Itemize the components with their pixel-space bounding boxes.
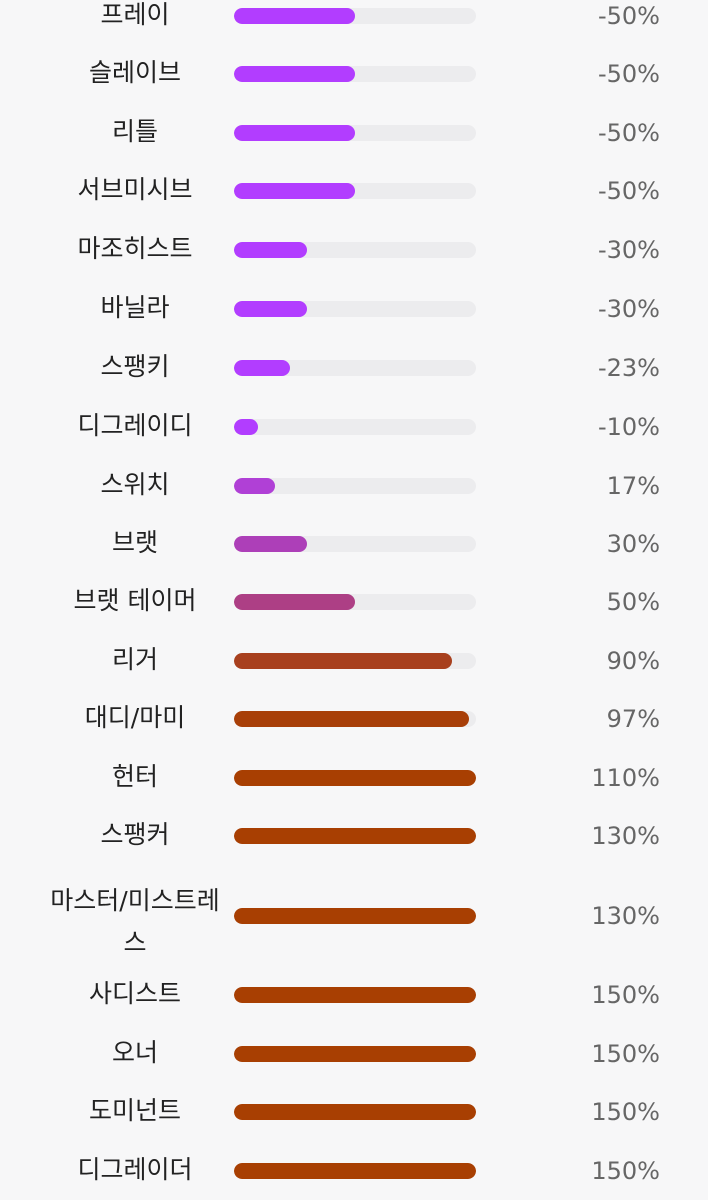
percentage-value: 130% bbox=[591, 822, 660, 850]
percentage-value: 50% bbox=[606, 588, 660, 616]
percentage-value: -30% bbox=[597, 295, 660, 323]
role-label: 프레이 bbox=[100, 0, 170, 29]
role-label: 헌터 bbox=[111, 762, 158, 791]
percentage-bar-fill bbox=[234, 594, 355, 610]
percentage-bar-track bbox=[234, 242, 476, 258]
percentage-value: 150% bbox=[591, 1157, 660, 1185]
percentage-value: -50% bbox=[597, 119, 660, 147]
percentage-bar-fill bbox=[234, 1104, 476, 1120]
percentage-value: 150% bbox=[591, 1098, 660, 1126]
role-label: 스위치 bbox=[100, 470, 170, 499]
percentage-bar-track bbox=[234, 301, 476, 317]
percentage-bar-track bbox=[234, 536, 476, 552]
percentage-bar-track bbox=[234, 908, 476, 924]
percentage-value: 130% bbox=[591, 902, 660, 930]
percentage-value: 150% bbox=[591, 1040, 660, 1068]
percentage-bar-track bbox=[234, 1163, 476, 1179]
percentage-bar-fill bbox=[234, 828, 476, 844]
percentage-bar-track bbox=[234, 125, 476, 141]
percentage-bar-fill bbox=[234, 987, 476, 1003]
percentage-value: 90% bbox=[606, 647, 660, 675]
percentage-bar-track bbox=[234, 594, 476, 610]
percentage-value: 17% bbox=[606, 472, 660, 500]
percentage-bar-fill bbox=[234, 183, 355, 199]
percentage-bar-fill bbox=[234, 66, 355, 82]
role-label: 마스터/미스트레스 bbox=[50, 886, 220, 957]
percentage-value: -10% bbox=[597, 413, 660, 441]
percentage-bar-fill bbox=[234, 419, 258, 435]
percentage-bar-track bbox=[234, 8, 476, 24]
role-label: 스팽키 bbox=[100, 352, 170, 381]
percentage-bar-fill bbox=[234, 1163, 476, 1179]
percentage-bar-fill bbox=[234, 242, 307, 258]
percentage-value: -50% bbox=[597, 60, 660, 88]
percentage-value: -50% bbox=[597, 177, 660, 205]
percentage-bar-track bbox=[234, 1046, 476, 1062]
role-label: 브랫 bbox=[111, 528, 158, 557]
percentage-bar-fill bbox=[234, 653, 452, 669]
percentage-bar-track bbox=[234, 987, 476, 1003]
role-label: 슬레이브 bbox=[88, 58, 181, 87]
percentage-bar-track bbox=[234, 770, 476, 786]
role-label: 서브미시브 bbox=[77, 175, 193, 204]
percentage-value: 110% bbox=[591, 764, 660, 792]
percentage-bar-track bbox=[234, 653, 476, 669]
role-label: 디그레이디 bbox=[77, 411, 193, 440]
role-label: 사디스트 bbox=[88, 979, 181, 1008]
percentage-bar-track bbox=[234, 711, 476, 727]
percentage-value: 97% bbox=[606, 705, 660, 733]
percentage-value: -23% bbox=[597, 354, 660, 382]
percentage-bar-track bbox=[234, 478, 476, 494]
percentage-bar-fill bbox=[234, 301, 307, 317]
percentage-bar-track bbox=[234, 1104, 476, 1120]
percentage-bar-fill bbox=[234, 711, 469, 727]
role-label: 리거 bbox=[111, 645, 158, 674]
role-label: 오너 bbox=[111, 1038, 158, 1067]
percentage-bar-fill bbox=[234, 360, 290, 376]
role-label: 리틀 bbox=[111, 117, 158, 146]
role-label: 도미넌트 bbox=[88, 1096, 181, 1125]
role-label: 스팽커 bbox=[100, 820, 170, 849]
percentage-bar-fill bbox=[234, 1046, 476, 1062]
percentage-bar-track bbox=[234, 828, 476, 844]
percentage-value: -50% bbox=[597, 2, 660, 30]
percentage-bar-fill bbox=[234, 478, 275, 494]
percentage-bar-track bbox=[234, 360, 476, 376]
percentage-bar-fill bbox=[234, 536, 307, 552]
role-label: 마조히스트 bbox=[77, 234, 193, 263]
percentage-bar-fill bbox=[234, 8, 355, 24]
percentage-bar-track bbox=[234, 183, 476, 199]
percentage-bar-fill bbox=[234, 908, 476, 924]
percentage-bar-track bbox=[234, 66, 476, 82]
percentage-bar-track bbox=[234, 419, 476, 435]
role-label: 디그레이더 bbox=[77, 1155, 193, 1184]
role-label: 브랫 테이머 bbox=[73, 586, 197, 615]
role-label: 바닐라 bbox=[100, 293, 170, 322]
percentage-value: 30% bbox=[606, 530, 660, 558]
role-label: 대디/마미 bbox=[84, 703, 186, 732]
percentage-bar-fill bbox=[234, 125, 355, 141]
percentage-bar-fill bbox=[234, 770, 476, 786]
percentage-value: -30% bbox=[597, 236, 660, 264]
percentage-value: 150% bbox=[591, 981, 660, 1009]
